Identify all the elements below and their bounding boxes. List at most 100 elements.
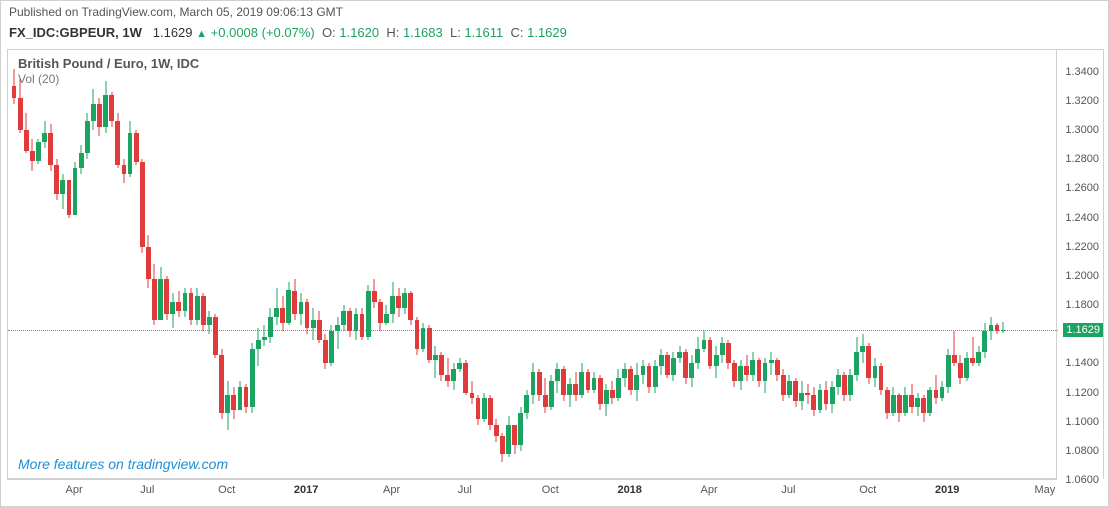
candle[interactable] xyxy=(299,293,304,325)
candle[interactable] xyxy=(85,113,90,160)
candle[interactable] xyxy=(476,395,481,424)
candle[interactable] xyxy=(274,288,279,326)
candle[interactable] xyxy=(445,358,450,387)
candle[interactable] xyxy=(860,334,865,363)
candle[interactable] xyxy=(915,393,920,416)
candle[interactable] xyxy=(598,375,603,410)
candle[interactable] xyxy=(537,369,542,401)
candle[interactable] xyxy=(48,124,53,171)
candle[interactable] xyxy=(42,121,47,147)
candle[interactable] xyxy=(695,337,700,369)
chart-container[interactable]: British Pound / Euro, 1W, IDC Vol (20) M… xyxy=(7,49,1104,479)
candle[interactable] xyxy=(744,355,749,381)
candle[interactable] xyxy=(720,337,725,363)
candle[interactable] xyxy=(989,317,994,340)
candle[interactable] xyxy=(757,358,762,387)
candle[interactable] xyxy=(848,369,853,401)
candle[interactable] xyxy=(622,363,627,386)
candle[interactable] xyxy=(909,384,914,413)
candle[interactable] xyxy=(67,183,72,218)
candle[interactable] xyxy=(201,293,206,331)
candle[interactable] xyxy=(842,372,847,401)
candle[interactable] xyxy=(292,279,297,320)
candle[interactable] xyxy=(647,363,652,392)
y-axis[interactable]: 1.06001.08001.10001.12001.14001.16291.18… xyxy=(1056,50,1103,480)
candle[interactable] xyxy=(286,282,291,326)
candle[interactable] xyxy=(146,235,151,287)
candle[interactable] xyxy=(482,393,487,422)
candle[interactable] xyxy=(561,366,566,401)
candle[interactable] xyxy=(347,308,352,337)
candle[interactable] xyxy=(384,305,389,325)
candle[interactable] xyxy=(604,384,609,416)
candle[interactable] xyxy=(238,381,243,410)
candle[interactable] xyxy=(964,352,969,381)
candle[interactable] xyxy=(995,323,1000,335)
tradingview-link[interactable]: More features on tradingview.com xyxy=(18,456,228,472)
candle[interactable] xyxy=(317,311,322,343)
candle[interactable] xyxy=(311,308,316,340)
candle[interactable] xyxy=(781,369,786,401)
candle[interactable] xyxy=(653,360,658,392)
candle[interactable] xyxy=(586,369,591,392)
candle[interactable] xyxy=(451,363,456,389)
candle[interactable] xyxy=(903,387,908,416)
candle[interactable] xyxy=(372,279,377,308)
candle[interactable] xyxy=(323,334,328,369)
candle[interactable] xyxy=(824,381,829,410)
candle[interactable] xyxy=(305,299,310,334)
candle[interactable] xyxy=(958,355,963,384)
candle[interactable] xyxy=(628,366,633,395)
candle[interactable] xyxy=(708,337,713,369)
candle[interactable] xyxy=(122,159,127,182)
candle[interactable] xyxy=(665,352,670,378)
candle[interactable] xyxy=(109,92,114,127)
candle[interactable] xyxy=(140,159,145,252)
candle[interactable] xyxy=(60,174,65,209)
candle[interactable] xyxy=(671,352,676,381)
candle[interactable] xyxy=(439,352,444,381)
candle[interactable] xyxy=(231,387,236,419)
plot-area[interactable]: British Pound / Euro, 1W, IDC Vol (20) M… xyxy=(8,50,1058,480)
candle[interactable] xyxy=(518,407,523,451)
candle[interactable] xyxy=(189,288,194,326)
candle[interactable] xyxy=(543,378,548,413)
candle[interactable] xyxy=(885,387,890,419)
candle[interactable] xyxy=(891,387,896,416)
candle[interactable] xyxy=(176,291,181,317)
candle[interactable] xyxy=(195,288,200,326)
candle[interactable] xyxy=(256,328,261,366)
candle[interactable] xyxy=(567,378,572,407)
candle[interactable] xyxy=(976,346,981,366)
candle[interactable] xyxy=(378,299,383,331)
candle[interactable] xyxy=(341,305,346,331)
candle[interactable] xyxy=(433,346,438,378)
candle[interactable] xyxy=(415,317,420,355)
candle[interactable] xyxy=(689,355,694,387)
candle[interactable] xyxy=(592,372,597,392)
candle[interactable] xyxy=(555,363,560,392)
candle[interactable] xyxy=(225,381,230,431)
candle[interactable] xyxy=(152,264,157,325)
candle[interactable] xyxy=(170,293,175,328)
x-axis[interactable]: AprJulOct2017AprJulOct2018AprJulOct2019M… xyxy=(7,479,1057,503)
candle[interactable] xyxy=(799,381,804,410)
candle[interactable] xyxy=(732,360,737,386)
candle[interactable] xyxy=(750,352,755,381)
candle[interactable] xyxy=(54,159,59,200)
candle[interactable] xyxy=(769,352,774,375)
candle[interactable] xyxy=(164,276,169,320)
candle[interactable] xyxy=(531,363,536,404)
candle[interactable] xyxy=(207,311,212,334)
candle[interactable] xyxy=(366,285,371,340)
candle[interactable] xyxy=(579,363,584,398)
candle[interactable] xyxy=(921,395,926,421)
candle[interactable] xyxy=(573,372,578,401)
candle[interactable] xyxy=(30,139,35,171)
candle[interactable] xyxy=(158,267,163,319)
candle[interactable] xyxy=(726,340,731,369)
candle[interactable] xyxy=(390,282,395,323)
candle[interactable] xyxy=(793,378,798,407)
candle[interactable] xyxy=(97,98,102,136)
candle[interactable] xyxy=(79,145,84,174)
